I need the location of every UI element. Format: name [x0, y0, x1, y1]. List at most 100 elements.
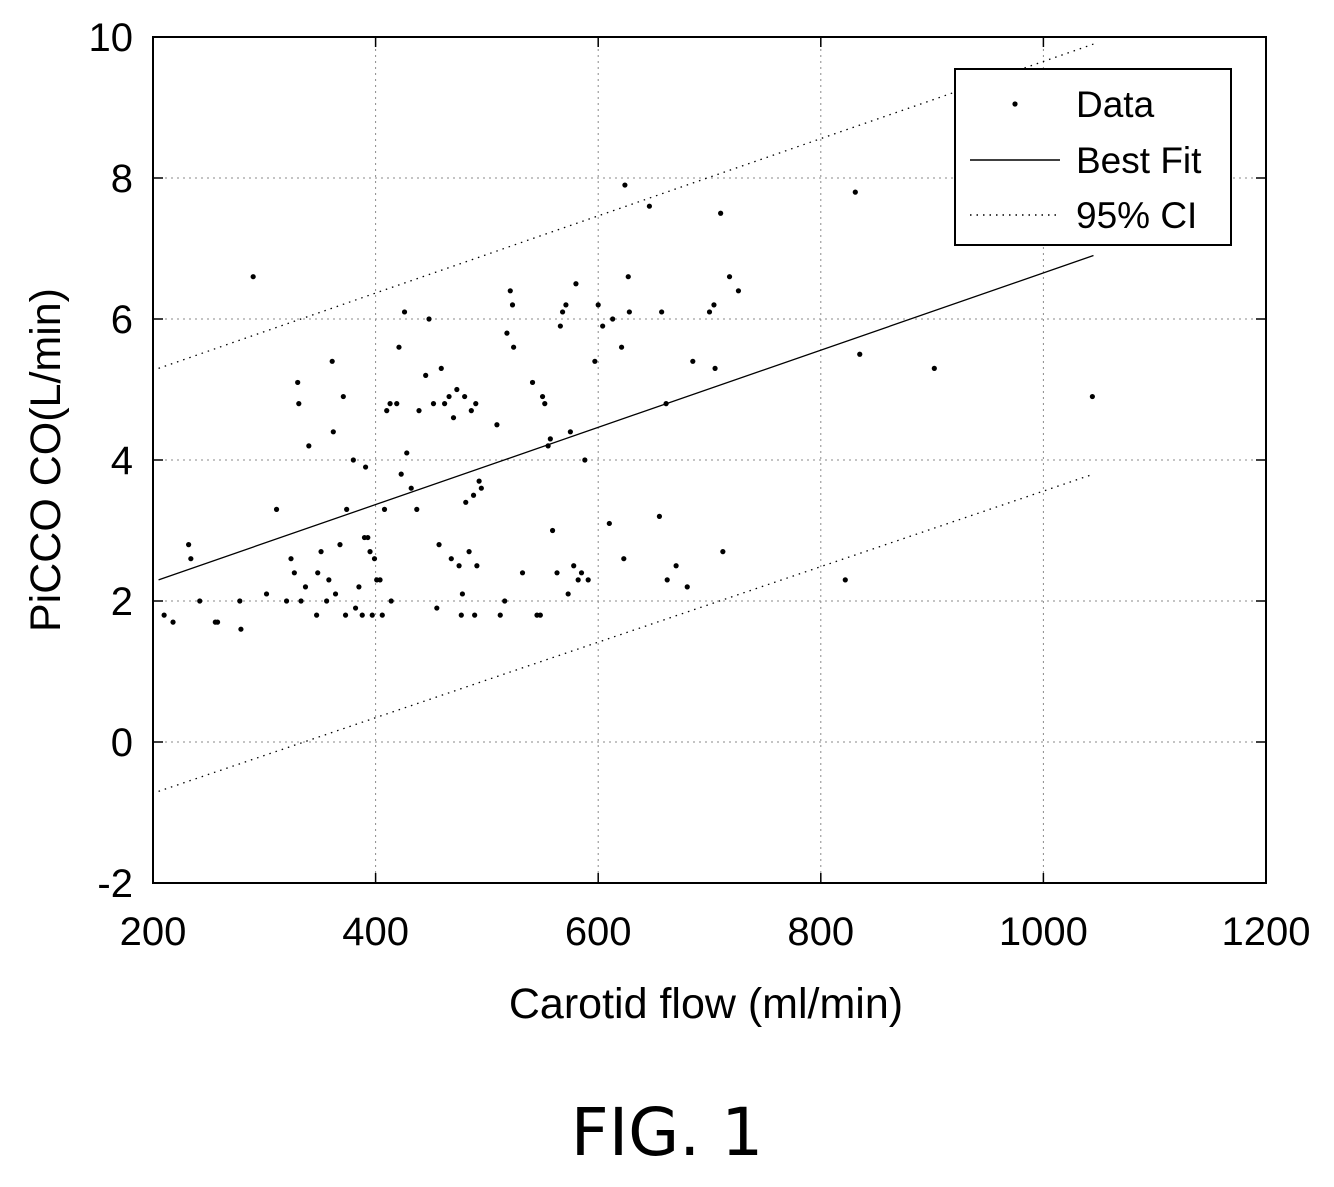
data-point	[344, 506, 350, 512]
data-point	[585, 577, 591, 583]
y-axis-title: PiCCO CO(L/min)	[22, 288, 70, 632]
data-point	[857, 351, 863, 357]
data-point	[302, 584, 309, 590]
data-point	[456, 563, 462, 569]
data-point	[362, 464, 369, 470]
data-point	[250, 274, 256, 280]
data-point	[434, 605, 440, 611]
data-point	[438, 365, 444, 371]
data-point	[735, 288, 742, 294]
data-point	[295, 379, 301, 386]
data-point	[288, 556, 294, 562]
data-point	[626, 309, 632, 315]
data-point	[365, 534, 371, 541]
data-point	[237, 598, 243, 604]
data-point	[197, 598, 203, 604]
data-point	[664, 577, 670, 583]
data-point	[161, 612, 167, 618]
data-point	[565, 591, 571, 597]
y-tick-label: -2	[97, 862, 133, 906]
data-point	[379, 612, 385, 618]
data-point	[340, 393, 346, 400]
data-point	[659, 309, 665, 315]
data-point	[454, 386, 460, 393]
x-axis-title: Carotid flow (ml/min)	[509, 980, 903, 1028]
data-point	[549, 527, 556, 534]
data-point	[214, 619, 221, 625]
data-point	[359, 612, 365, 618]
data-point	[706, 309, 713, 315]
data-point	[547, 436, 553, 442]
data-point	[622, 182, 628, 188]
data-point	[404, 450, 410, 456]
data-point	[388, 598, 394, 604]
data-point	[852, 189, 858, 195]
plot-series	[158, 43, 1095, 792]
data-point	[352, 605, 359, 611]
data-point	[298, 598, 304, 604]
legend-data-marker	[1012, 101, 1018, 107]
data-point	[509, 302, 516, 308]
data-point	[542, 401, 548, 407]
data-point	[238, 626, 244, 632]
data-point	[502, 598, 508, 604]
x-tick-label: 800	[787, 910, 854, 954]
data-point	[507, 288, 513, 294]
data-point	[529, 379, 536, 386]
data-point	[557, 323, 563, 329]
y-tick-label: 4	[111, 439, 133, 483]
data-point	[381, 506, 388, 512]
data-point	[600, 323, 606, 329]
data-point	[578, 570, 585, 576]
data-point	[394, 401, 400, 407]
legend-box	[954, 68, 1232, 246]
data-point	[621, 556, 627, 562]
data-point	[673, 563, 679, 569]
data-point	[592, 358, 598, 364]
data-point	[582, 457, 588, 463]
data-point	[369, 612, 375, 618]
data-point	[283, 598, 290, 604]
y-tick-label: 0	[111, 721, 133, 765]
data-point	[324, 598, 330, 604]
data-point	[315, 570, 321, 576]
data-point	[563, 302, 569, 308]
data-point	[450, 415, 457, 421]
data-point	[263, 591, 270, 597]
data-point	[473, 401, 479, 407]
data-point	[186, 542, 192, 548]
data-point	[842, 577, 848, 583]
data-point	[718, 210, 724, 216]
data-point	[314, 612, 320, 618]
data-point	[1089, 393, 1095, 400]
data-point	[367, 549, 373, 555]
data-point	[559, 309, 566, 315]
data-point	[291, 570, 297, 576]
data-point	[342, 612, 349, 618]
data-point	[329, 358, 335, 364]
data-point	[350, 457, 356, 463]
x-tick-label: 600	[565, 910, 632, 954]
data-point	[573, 281, 579, 287]
data-point	[476, 478, 482, 484]
data-point	[296, 401, 302, 407]
confidence-interval-line	[158, 43, 1094, 369]
y-tick-label: 6	[111, 298, 133, 342]
data-point	[318, 549, 324, 555]
data-point	[408, 485, 414, 491]
data-point	[726, 274, 733, 280]
data-point	[690, 358, 696, 364]
data-point	[188, 556, 194, 562]
data-point	[504, 330, 510, 336]
y-tick-label: 10	[89, 16, 134, 60]
data-point	[646, 203, 652, 209]
data-point	[571, 563, 577, 569]
data-point	[170, 619, 176, 625]
legend-label-data: Data	[1076, 84, 1155, 125]
data-point	[537, 612, 543, 618]
data-point	[337, 542, 343, 548]
data-point	[610, 316, 616, 322]
data-point	[656, 513, 663, 520]
confidence-interval-line	[158, 473, 1094, 792]
